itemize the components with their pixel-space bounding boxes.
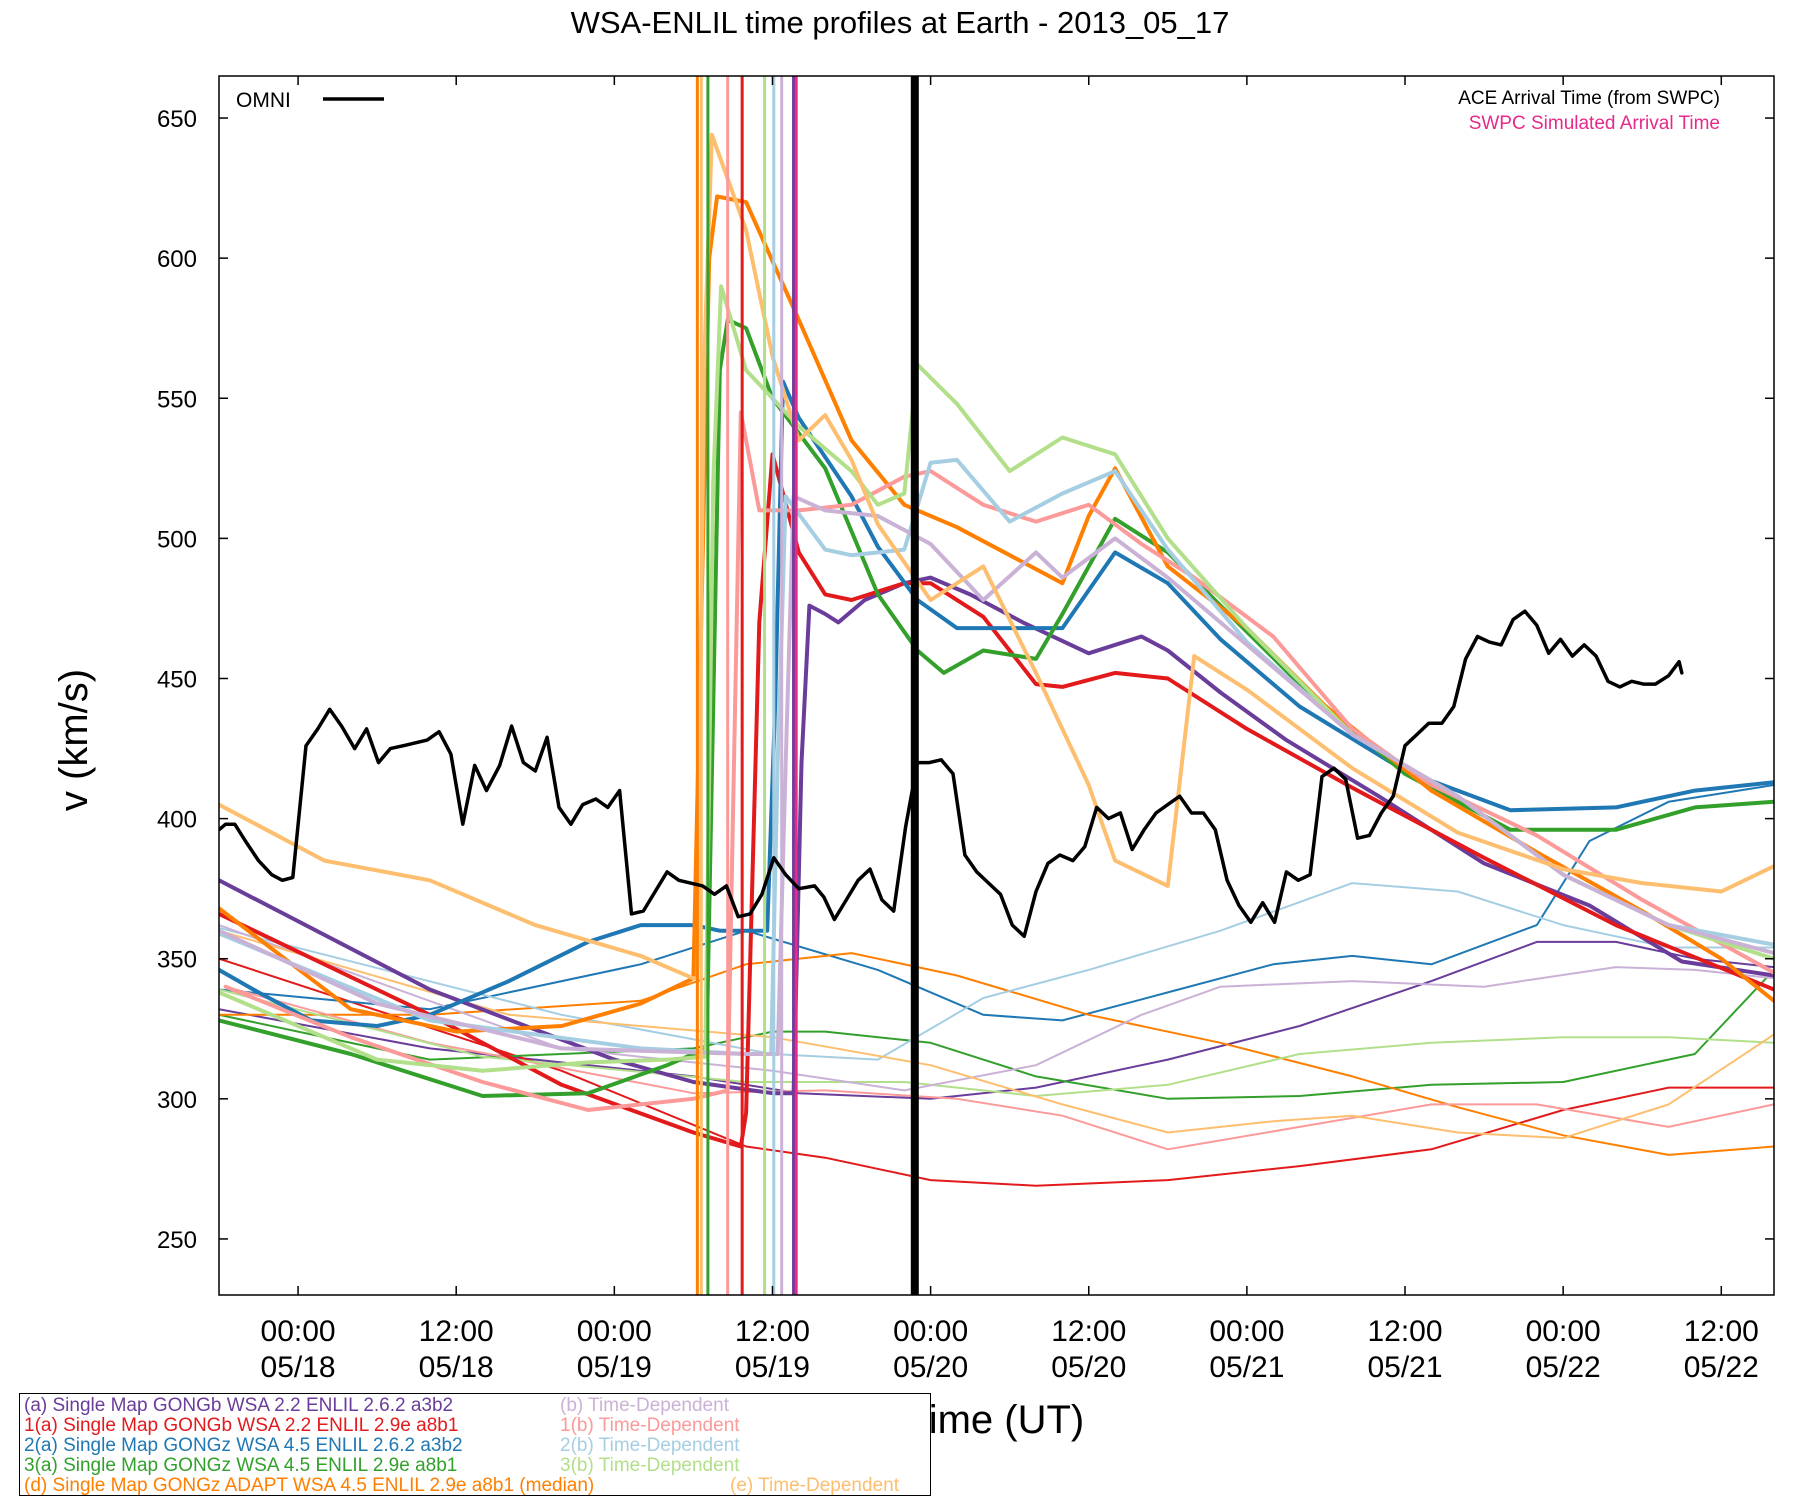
series-line-14 [219, 882, 1774, 1061]
legend-row: 1(a) Single Map GONGb WSA 2.2 ENLIL 2.9e… [24, 1415, 740, 1436]
legend-entry-e: (e) Time-Dependent [730, 1475, 899, 1496]
y-tick-label: 500 [157, 526, 197, 553]
series-line-18 [219, 924, 1774, 1092]
legend: (a) Single Map GONGb WSA 2.2 ENLIL 2.6.2… [19, 1393, 931, 1496]
chart-title: WSA-ENLIL time profiles at Earth - 2013_… [571, 5, 1230, 40]
y-tick-label: 550 [157, 386, 197, 413]
y-axis-ticks: 250 300 350 400 450 500 550 600 650 [157, 106, 1774, 1254]
legend-entry-2a: 2(a) Single Map GONGz WSA 4.5 ENLIL 2.6.… [24, 1435, 463, 1456]
legend-entry-1a: 1(a) Single Map GONGb WSA 2.2 ENLIL 2.9e… [24, 1415, 459, 1436]
x-tick-date: 05/20 [893, 1351, 968, 1384]
ace-arrival-key: ACE Arrival Time (from SWPC) [1458, 88, 1720, 109]
y-axis-label: v (km/s) [52, 669, 96, 811]
series-line-17 [219, 494, 1774, 1056]
series-line-15 [219, 284, 1774, 1073]
y-tick-label: 250 [157, 1227, 197, 1254]
series-line-11 [223, 410, 1774, 1112]
series-line-12 [224, 985, 1774, 1151]
x-tick-date: 05/21 [1209, 1351, 1284, 1384]
legend-row: 3(a) Single Map GONGz WSA 4.5 ENLIL 2.9e… [24, 1455, 740, 1476]
series-line-5 [219, 379, 1774, 1028]
swpc-arrival-key: SWPC Simulated Arrival Time [1469, 113, 1720, 134]
legend-entry-b: (b) Time-Dependent [560, 1395, 729, 1416]
x-tick-date: 05/21 [1367, 1351, 1442, 1384]
y-tick-label: 600 [157, 246, 197, 273]
x-tick-time: 12:00 [1051, 1315, 1126, 1348]
omni-key-label: OMNI [236, 89, 291, 112]
plot-frame [218, 75, 1775, 1296]
series-line-19 [219, 132, 1774, 981]
series-line-3 [219, 452, 1774, 1149]
legend-row: 2(a) Single Map GONGz WSA 4.5 ENLIL 2.6.… [24, 1435, 740, 1456]
omni-key: OMNI [236, 89, 384, 112]
y-tick-label: 450 [157, 666, 197, 693]
x-tick-date: 05/18 [261, 1351, 336, 1384]
legend-entry-2b: 2(b) Time-Dependent [560, 1435, 740, 1456]
x-tick-date: 05/19 [577, 1351, 652, 1384]
x-tick-date: 05/18 [419, 1351, 494, 1384]
x-tick-date: 05/22 [1526, 1351, 1601, 1384]
legend-row: (d) Single Map GONGz ADAPT WSA 4.5 ENLIL… [24, 1475, 899, 1496]
legend-row: (a) Single Map GONGb WSA 2.2 ENLIL 2.6.2… [24, 1395, 729, 1416]
legend-entry-3a: 3(a) Single Map GONGz WSA 4.5 ENLIL 2.9e… [24, 1455, 458, 1476]
series-line-0 [219, 609, 1684, 939]
x-tick-date: 05/20 [1051, 1351, 1126, 1384]
x-tick-date: 05/22 [1684, 1351, 1759, 1384]
legend-entry-3b: 3(b) Time-Dependent [560, 1455, 740, 1476]
x-tick-time: 00:00 [893, 1315, 968, 1348]
x-tick-time: 00:00 [577, 1315, 652, 1348]
y-tick-label: 400 [157, 807, 197, 834]
x-tick-time: 00:00 [1209, 1315, 1284, 1348]
x-tick-time: 12:00 [419, 1315, 494, 1348]
series-line-8 [219, 968, 1774, 1100]
series-line-10 [219, 952, 1774, 1156]
x-tick-time: 12:00 [1684, 1315, 1759, 1348]
x-axis-ticks: 00:0005/1812:0005/1800:0005/1912:0005/19… [261, 76, 1759, 1384]
x-tick-time: 00:00 [261, 1315, 336, 1348]
series-line-7 [219, 317, 1774, 1098]
x-tick-time: 12:00 [735, 1315, 810, 1348]
legend-entry-d: (d) Single Map GONGz ADAPT WSA 4.5 ENLIL… [24, 1475, 595, 1496]
arrival-key: ACE Arrival Time (from SWPC) SWPC Simula… [1458, 88, 1720, 134]
y-tick-label: 350 [157, 947, 197, 974]
series-line-6 [219, 784, 1774, 1022]
y-tick-label: 650 [157, 106, 197, 133]
x-axis-label: Time (UT) [906, 1398, 1084, 1442]
x-tick-time: 12:00 [1367, 1315, 1442, 1348]
y-tick-label: 300 [157, 1087, 197, 1114]
plot-area [219, 76, 1774, 1295]
legend-entry-a: (a) Single Map GONGb WSA 2.2 ENLIL 2.6.2… [24, 1395, 454, 1416]
series-line-9 [219, 194, 1774, 1034]
legend-entry-1b: 1(b) Time-Dependent [560, 1415, 740, 1436]
series-line-4 [219, 957, 1774, 1187]
x-tick-time: 00:00 [1526, 1315, 1601, 1348]
x-tick-date: 05/19 [735, 1351, 810, 1384]
